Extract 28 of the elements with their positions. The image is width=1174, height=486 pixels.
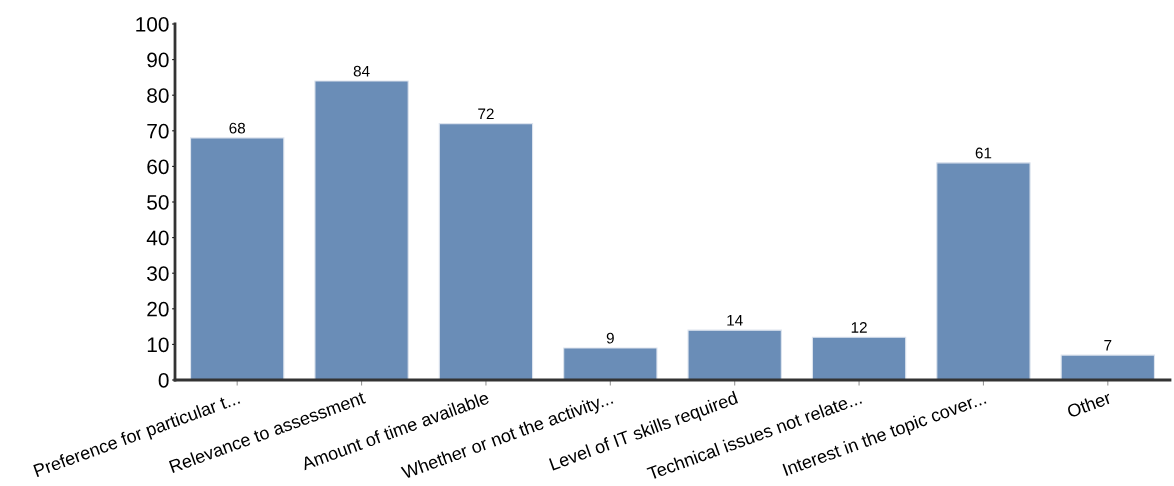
data-label: 14: [727, 315, 743, 326]
y-tick-label: 20: [147, 301, 169, 317]
y-tick-label: 0: [158, 373, 169, 388]
bar: [811, 336, 907, 380]
y-tick-label: 90: [147, 52, 169, 68]
x-tick-label: Other: [1066, 390, 1113, 419]
bar: [563, 347, 658, 380]
data-label: 61: [975, 147, 992, 159]
y-tick-label: 100: [136, 17, 169, 32]
y-tick-label: 60: [147, 159, 169, 175]
y-tick-label: 10: [147, 337, 169, 353]
y-tick-label: 70: [147, 123, 169, 139]
y-tick-label: 80: [147, 88, 169, 103]
y-tick-label: 50: [147, 195, 169, 210]
bar: [314, 80, 409, 380]
bar: [1060, 354, 1156, 380]
y-tick-label: 30: [147, 266, 169, 281]
bar: [687, 329, 782, 380]
y-tick-label: 40: [146, 230, 169, 246]
data-label: 7: [1104, 340, 1112, 351]
bar: [438, 123, 534, 380]
bar: [936, 162, 1031, 380]
data-label: 9: [606, 332, 614, 344]
data-label: 72: [478, 108, 494, 120]
data-label: 84: [353, 65, 370, 77]
data-label: 12: [851, 322, 867, 333]
data-label: 68: [229, 122, 246, 134]
bar: [189, 137, 285, 380]
